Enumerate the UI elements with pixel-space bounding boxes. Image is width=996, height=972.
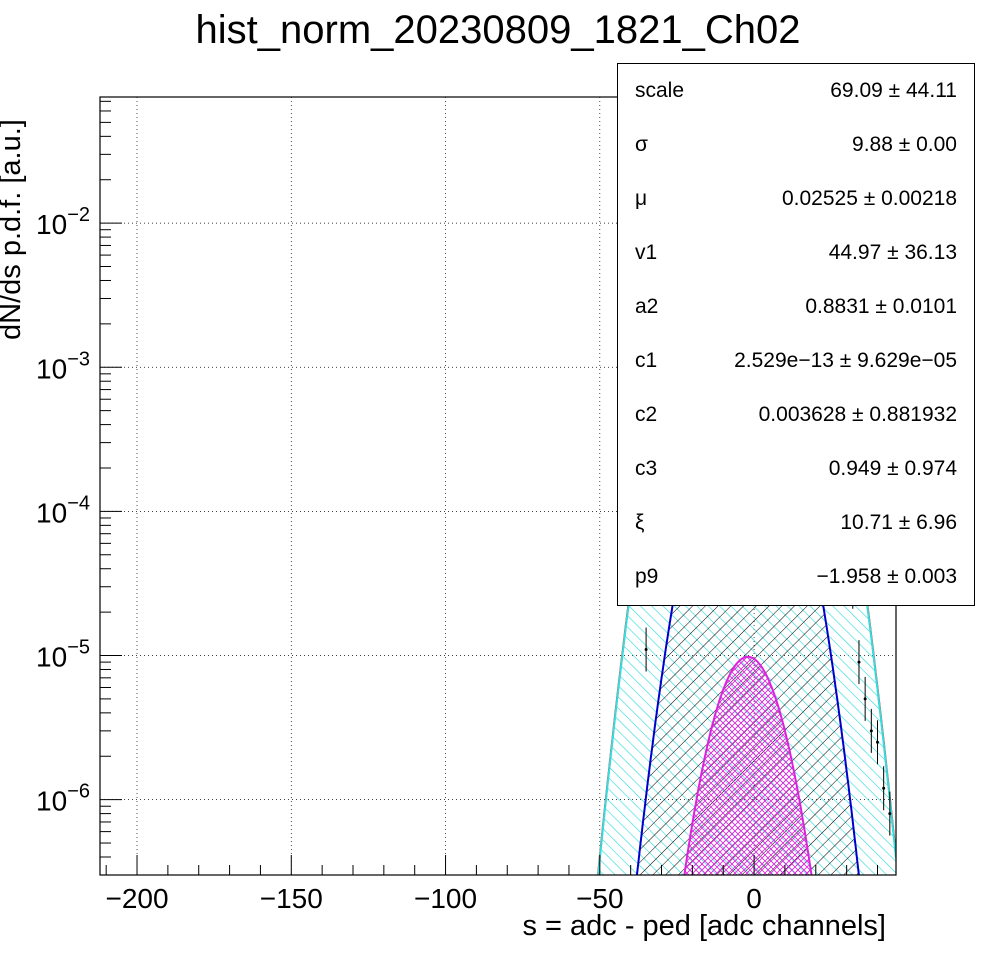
stat-value: 2.529e−13 ± 9.629e−05 <box>734 349 957 372</box>
stat-name: c2 <box>635 403 658 426</box>
stat-row: p9 −1.958 ± 0.003 <box>618 550 974 604</box>
y-axis-title: dN/ds p.d.f. [a.u.] <box>0 119 27 340</box>
histogram-point <box>644 648 648 652</box>
y-tick-label: 10−2 <box>36 204 90 240</box>
x-tick-label: −100 <box>414 883 477 914</box>
stat-name: v1 <box>635 241 658 264</box>
y-tick-label: 10−4 <box>36 492 90 528</box>
y-tick-label: 10−5 <box>36 637 90 673</box>
stat-name: c3 <box>635 457 658 480</box>
stat-name: p9 <box>635 565 659 588</box>
histogram-point <box>888 812 892 816</box>
stat-row: c3 0.949 ± 0.974 <box>618 442 974 496</box>
series-area-2 <box>627 375 869 875</box>
x-tick-label: −150 <box>260 883 323 914</box>
stat-value: 0.02525 ± 0.00218 <box>781 187 957 210</box>
stat-row: v1 44.97 ± 36.13 <box>618 226 974 280</box>
y-tick-label: 10−3 <box>36 348 90 384</box>
stat-value: 69.09 ± 44.11 <box>830 79 957 102</box>
chart-title: hist_norm_20230809_1821_Ch02 <box>195 8 801 52</box>
histogram-point <box>875 740 879 744</box>
series-area-3 <box>672 656 824 875</box>
stat-row: a2 0.8831 ± 0.0101 <box>618 280 974 334</box>
stat-value: 0.8831 ± 0.0101 <box>805 295 957 318</box>
x-tick-label: 0 <box>746 883 762 914</box>
stat-row: c1 2.529e−13 ± 9.629e−05 <box>618 334 974 388</box>
histogram-point <box>857 660 861 664</box>
fit-statistics-box: scale 69.09 ± 44.11 σ 9.88 ± 0.00 μ 0.02525 ±… <box>617 63 975 606</box>
histogram-point <box>882 786 886 790</box>
y-tick-label: 10−6 <box>36 781 90 817</box>
stat-value: 9.88 ± 0.00 <box>852 133 957 156</box>
stat-name: c1 <box>635 349 658 372</box>
stat-value: 44.97 ± 36.13 <box>828 241 957 264</box>
stat-row: μ 0.02525 ± 0.00218 <box>618 172 974 226</box>
histogram-point <box>863 697 867 701</box>
stat-name: μ <box>635 187 648 210</box>
stat-name: a2 <box>635 295 659 318</box>
stat-value: −1.958 ± 0.003 <box>816 565 957 588</box>
stat-value: 10.71 ± 6.96 <box>840 511 957 534</box>
series-line-3 <box>683 655 813 875</box>
stat-name: scale <box>635 79 685 102</box>
axes: −200 −150 −100 −50 0 10−2 10−3 10−4 10−5 10−6 <box>36 96 897 914</box>
stat-value: 0.003628 ± 0.881932 <box>758 403 957 426</box>
stat-name: σ <box>635 133 648 156</box>
x-axis-title: s = adc - ped [adc channels] <box>522 910 886 942</box>
stat-row: scale 69.09 ± 44.11 <box>618 64 974 118</box>
stat-row: c2 0.003628 ± 0.881932 <box>618 388 974 442</box>
stat-name: ξ <box>635 511 645 534</box>
stat-value: 0.949 ± 0.974 <box>828 457 957 480</box>
x-tick-label: −200 <box>105 883 168 914</box>
histogram-point <box>869 729 873 733</box>
stat-row: ξ 10.71 ± 6.96 <box>618 496 974 550</box>
stat-row: σ 9.88 ± 0.00 <box>618 118 974 172</box>
x-tick-label: −50 <box>576 883 624 914</box>
